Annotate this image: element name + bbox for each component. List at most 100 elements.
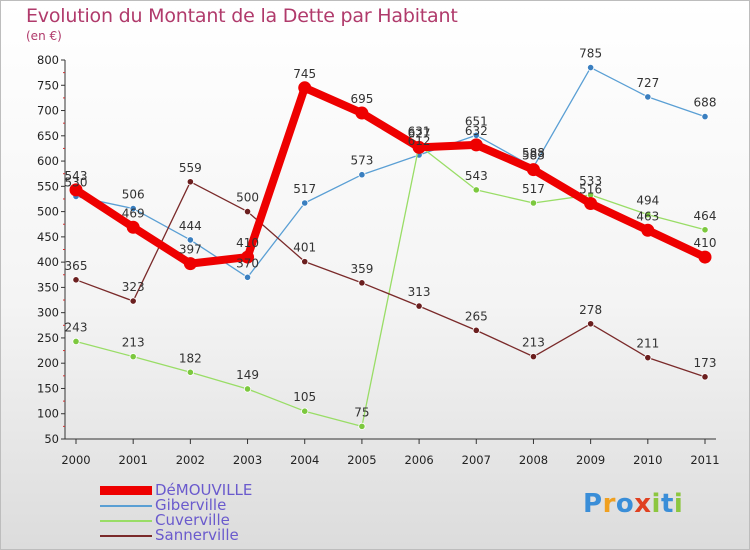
data-label-d-mouville: 583	[522, 149, 545, 163]
series-line-d-mouville	[72, 83, 709, 268]
x-tick-label: 2006	[404, 453, 433, 467]
data-point-sannerville	[701, 373, 709, 381]
data-label-sannerville: 559	[179, 161, 202, 175]
data-point-sannerville	[186, 178, 194, 186]
data-label-giberville: 588	[522, 146, 545, 160]
x-tick-label: 2003	[233, 453, 262, 467]
y-tick-label: 650	[37, 129, 59, 143]
data-point-sannerville	[72, 276, 80, 284]
legend-item: Cuverville	[100, 511, 320, 529]
chart-axes: 50 100 150 200 250 300 350 400 450 500 550 600 650 70…	[37, 53, 720, 467]
data-point-sannerville	[529, 353, 538, 361]
data-label-d-mouville: 632	[465, 124, 488, 138]
data-label-sannerville: 278	[579, 303, 602, 317]
x-tick-label: 2007	[462, 453, 491, 467]
legend-swatch	[100, 520, 152, 522]
proxiti-logo: Proxiti	[583, 489, 683, 519]
data-label-cuverville: 533	[579, 174, 602, 188]
data-label-cuverville: 494	[636, 194, 659, 208]
y-tick-label: 550	[37, 179, 59, 193]
x-tick-label: 2009	[576, 453, 605, 467]
data-label-d-mouville: 410	[694, 236, 717, 250]
legend-item: Sannerville	[100, 526, 320, 544]
x-tick-label: 2011	[690, 453, 719, 467]
data-point-d-mouville	[183, 257, 197, 271]
series-line-giberville	[75, 66, 706, 278]
data-label-cuverville: 213	[122, 336, 145, 350]
data-label-cuverville: 517	[522, 182, 545, 196]
chart-legend: DéMOUVILLE Giberville Cuverville Sannervill…	[100, 481, 320, 544]
data-label-cuverville: 243	[65, 320, 88, 334]
data-label-sannerville: 359	[350, 262, 373, 276]
data-label-cuverville: 75	[354, 405, 369, 419]
data-point-giberville	[243, 273, 252, 281]
data-label-giberville: 612	[408, 134, 431, 148]
data-label-d-mouville: 516	[579, 183, 602, 197]
data-label-giberville: 370	[236, 256, 259, 270]
data-label-cuverville: 182	[179, 351, 202, 365]
legend-label: DéMOUVILLE	[155, 481, 253, 499]
series-layer	[69, 63, 712, 430]
data-label-sannerville: 265	[465, 309, 488, 323]
logo-letter: r	[602, 489, 616, 519]
data-point-d-mouville	[69, 183, 83, 197]
data-point-giberville	[587, 63, 595, 72]
data-point-sannerville	[472, 326, 480, 334]
legend-label: Sannerville	[155, 526, 239, 544]
y-tick-label: 600	[37, 154, 59, 168]
data-label-sannerville: 401	[293, 241, 316, 255]
y-tick-label: 150	[37, 381, 59, 395]
data-point-d-mouville	[126, 220, 140, 234]
logo-letter: o	[615, 489, 635, 519]
logo-letter: x	[634, 489, 652, 519]
data-point-sannerville	[129, 297, 137, 305]
y-tick-label: 50	[44, 432, 59, 446]
data-point-cuverville	[129, 353, 137, 361]
logo-letter: P	[583, 489, 603, 519]
data-point-cuverville	[644, 211, 652, 219]
y-tick-label: 100	[37, 407, 59, 421]
data-point-sannerville	[243, 208, 252, 216]
data-label-d-mouville: 695	[350, 92, 373, 106]
data-point-d-mouville	[355, 106, 369, 120]
data-point-d-mouville	[298, 81, 312, 95]
logo-letter: t	[660, 489, 674, 519]
y-tick-label: 700	[37, 104, 59, 118]
data-point-d-mouville	[641, 223, 655, 237]
series-line-sannerville	[75, 181, 706, 378]
data-point-sannerville	[301, 258, 309, 266]
data-point-sannerville	[358, 279, 366, 287]
y-tick-label: 300	[37, 306, 59, 320]
x-tick-label: 2005	[347, 453, 376, 467]
data-label-sannerville: 323	[122, 280, 145, 294]
y-tick-label: 250	[37, 331, 59, 345]
data-label-cuverville: 149	[236, 368, 259, 382]
data-label-sannerville: 211	[636, 337, 659, 351]
data-label-cuverville: 464	[694, 209, 717, 223]
data-label-d-mouville: 469	[122, 206, 145, 220]
y-tick-label: 200	[37, 356, 59, 370]
legend-label: Cuverville	[155, 511, 230, 529]
y-tick-label: 350	[37, 280, 59, 294]
data-point-d-mouville	[241, 250, 255, 264]
data-point-cuverville	[529, 199, 538, 207]
data-point-d-mouville	[584, 197, 598, 211]
data-label-giberville: 506	[122, 188, 145, 202]
data-point-d-mouville	[412, 140, 426, 154]
x-tick-label: 2000	[61, 453, 90, 467]
x-tick-label: 2010	[633, 453, 662, 467]
data-label-d-mouville: 410	[236, 236, 259, 250]
data-point-sannerville	[415, 302, 423, 310]
y-tick-label: 750	[37, 78, 59, 92]
data-point-giberville	[358, 171, 366, 179]
data-label-d-mouville: 463	[636, 209, 659, 223]
legend-item: Giberville	[100, 496, 320, 514]
y-tick-label: 450	[37, 230, 59, 244]
data-point-cuverville	[701, 226, 709, 234]
y-tick-label: 400	[37, 255, 59, 269]
series-line-cuverville	[75, 144, 706, 428]
data-point-cuverville	[186, 368, 194, 376]
data-label-d-mouville: 745	[293, 67, 316, 81]
